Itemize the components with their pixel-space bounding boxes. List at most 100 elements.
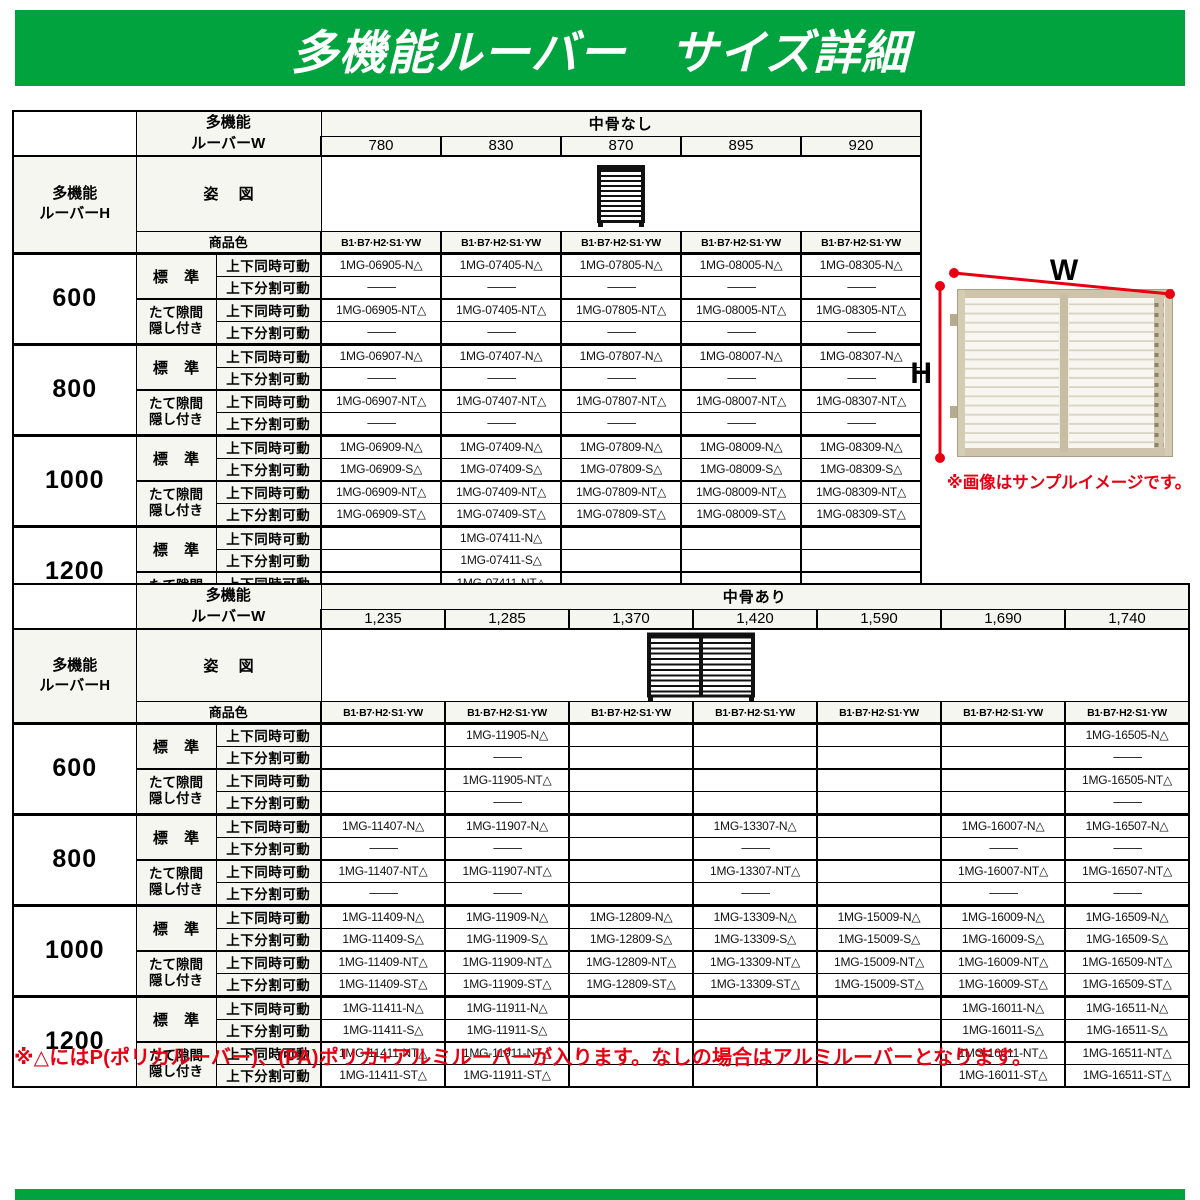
product-code-cell: 1MG-16509-S△ <box>1064 927 1190 951</box>
height-cell: 600 <box>12 721 137 815</box>
color-value-cell: B1·B7·H2·S1·YW <box>1064 700 1190 724</box>
height-cell: 800 <box>12 342 137 436</box>
product-code-cell: 1MG-11911-ST△ <box>444 1063 570 1087</box>
color-value-cell: B1·B7·H2·S1·YW <box>680 230 802 254</box>
product-code-cell: — <box>1064 836 1190 860</box>
product-code-cell: — <box>1064 790 1190 815</box>
product-code-cell <box>816 767 942 792</box>
movement-cell: 上下分割可動 <box>215 745 322 769</box>
product-code-cell <box>816 812 942 838</box>
product-code-cell: — <box>680 275 802 299</box>
product-code-cell: 1MG-08009-NT△ <box>680 479 802 504</box>
product-code-cell: 1MG-15009-S△ <box>816 927 942 951</box>
product-code-cell: — <box>320 411 442 436</box>
product-code-cell <box>568 836 694 860</box>
product-code-cell: 1MG-06905-NT△ <box>320 297 442 322</box>
product-code-cell: 1MG-07409-NT△ <box>440 479 562 504</box>
product-code-cell: 1MG-11911-S△ <box>444 1018 570 1042</box>
product-code-cell <box>692 1018 818 1042</box>
color-value-cell: B1·B7·H2·S1·YW <box>692 700 818 724</box>
product-code-cell <box>320 524 442 550</box>
product-code-cell <box>320 767 446 792</box>
movement-cell: 上下同時可動 <box>215 812 322 838</box>
movement-cell: 上下分割可動 <box>215 790 322 815</box>
product-code-cell: — <box>440 320 562 345</box>
louver-figure-icon <box>596 164 645 227</box>
page-title: 多機能ルーバー サイズ詳細 <box>290 25 910 79</box>
page-title-bar: 多機能ルーバー サイズ詳細 <box>15 10 1185 86</box>
product-code-cell: — <box>940 881 1066 906</box>
product-code-cell: 1MG-16509-N△ <box>1064 903 1190 929</box>
product-code-cell: 1MG-07409-ST△ <box>440 502 562 527</box>
product-code-cell: 1MG-16509-NT△ <box>1064 949 1190 974</box>
product-code-cell <box>568 812 694 838</box>
product-code-cell: — <box>560 320 682 345</box>
product-code-cell <box>816 858 942 883</box>
product-code-cell <box>800 524 922 550</box>
product-code-cell: — <box>560 411 682 436</box>
product-code-cell <box>692 745 818 769</box>
type-gap-cover-cell: たて隙間隠し付き <box>135 767 217 815</box>
product-code-cell <box>560 548 682 572</box>
product-code-cell: 1MG-12809-ST△ <box>568 972 694 997</box>
movement-cell: 上下同時可動 <box>215 433 322 459</box>
product-code-cell <box>320 721 446 747</box>
product-code-cell <box>940 721 1066 747</box>
movement-cell: 上下同時可動 <box>215 994 322 1020</box>
width-header-cell: 895 <box>680 135 802 157</box>
width-header-cell: 1,370 <box>568 608 694 630</box>
movement-cell: 上下同時可動 <box>215 1040 322 1065</box>
color-value-cell: B1·B7·H2·S1·YW <box>320 230 442 254</box>
product-code-cell: 1MG-08309-N△ <box>800 433 922 459</box>
product-code-cell <box>320 745 446 769</box>
product-code-cell: — <box>680 320 802 345</box>
product-code-cell: 1MG-11907-N△ <box>444 812 570 838</box>
product-code-cell: 1MG-13309-ST△ <box>692 972 818 997</box>
product-code-cell: 1MG-11909-ST△ <box>444 972 570 997</box>
product-code-cell: 1MG-07809-N△ <box>560 433 682 459</box>
product-code-cell: 1MG-08307-NT△ <box>800 388 922 413</box>
product-code-cell: 1MG-07407-NT△ <box>440 388 562 413</box>
height-cell: 800 <box>12 812 137 906</box>
product-code-cell: 1MG-16511-NT△ <box>1064 1040 1190 1065</box>
product-code-cell <box>680 524 802 550</box>
movement-cell: 上下同時可動 <box>215 721 322 747</box>
product-code-cell <box>692 994 818 1020</box>
product-code-cell: 1MG-07409-N△ <box>440 433 562 459</box>
product-code-cell: 1MG-13309-NT△ <box>692 949 818 974</box>
product-code-cell: 1MG-11909-NT△ <box>444 949 570 974</box>
product-code-cell: 1MG-11905-NT△ <box>444 767 570 792</box>
product-code-cell: — <box>444 881 570 906</box>
type-gap-cover-cell: たて隙間隠し付き <box>135 949 217 997</box>
figure-cell <box>320 628 1190 702</box>
width-header-cell: 1,690 <box>940 608 1066 630</box>
width-header-cell: 920 <box>800 135 922 157</box>
type-standard-cell: 標 準 <box>135 812 217 860</box>
product-code-cell: 1MG-12809-S△ <box>568 927 694 951</box>
product-code-cell: 1MG-08009-S△ <box>680 457 802 481</box>
movement-cell: 上下同時可動 <box>215 903 322 929</box>
product-code-cell <box>568 1018 694 1042</box>
movement-cell: 上下同時可動 <box>215 949 322 974</box>
product-code-cell: 1MG-16011-N△ <box>940 994 1066 1020</box>
sample-image-caption: ※画像はサンプルイメージです。 <box>947 472 1192 492</box>
product-code-cell: 1MG-08307-N△ <box>800 342 922 368</box>
product-code-cell: — <box>440 366 562 390</box>
movement-cell: 上下分割可動 <box>215 927 322 951</box>
h-dimension-label: H <box>910 357 932 390</box>
product-code-cell <box>568 994 694 1020</box>
product-code-cell: 1MG-16011-S△ <box>940 1018 1066 1042</box>
product-code-cell: — <box>320 881 446 906</box>
product-code-cell: 1MG-11411-N△ <box>320 994 446 1020</box>
color-value-cell: B1·B7·H2·S1·YW <box>444 700 570 724</box>
product-code-cell: — <box>692 836 818 860</box>
movement-cell: 上下分割可動 <box>215 457 322 481</box>
product-code-cell: 1MG-11909-N△ <box>444 903 570 929</box>
product-code-cell <box>680 548 802 572</box>
product-code-cell: — <box>680 411 802 436</box>
product-code-cell: 1MG-08005-NT△ <box>680 297 802 322</box>
width-header-cell: 1,590 <box>816 608 942 630</box>
movement-cell: 上下同時可動 <box>215 524 322 550</box>
width-header-cell: 1,285 <box>444 608 570 630</box>
product-code-cell: 1MG-11409-S△ <box>320 927 446 951</box>
